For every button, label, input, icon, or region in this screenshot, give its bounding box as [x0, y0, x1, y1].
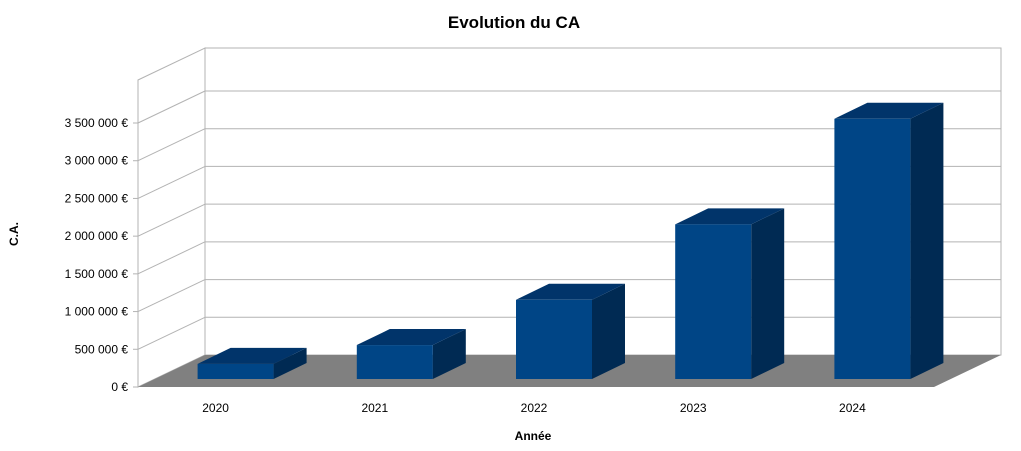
x-tick-labels: 2020 2021 2022 2023 2024	[202, 401, 866, 415]
y-tick-label: 1 000 000 €	[65, 305, 129, 319]
x-tick-label: 2023	[680, 401, 707, 415]
bar-side	[592, 283, 625, 379]
bar-2023	[675, 208, 785, 379]
x-tick-label: 2022	[521, 401, 548, 415]
side-wall	[137, 47, 206, 388]
bar-front	[834, 118, 911, 380]
bar-top	[675, 208, 785, 225]
gridline-side	[137, 165, 206, 199]
bar-front	[675, 224, 752, 379]
bar-side	[432, 329, 466, 379]
gridline-side	[137, 316, 206, 350]
y-tick-label: 2 000 000 €	[65, 229, 129, 243]
chart-title: Evolution du CA	[448, 13, 580, 32]
bar-top	[197, 347, 307, 364]
x-tick-label: 2021	[361, 401, 388, 415]
bar-top	[356, 329, 466, 346]
gridline-side	[137, 90, 206, 124]
y-tick-label: 0 €	[111, 380, 128, 394]
bar-2021	[356, 329, 466, 379]
bar-side	[910, 102, 944, 380]
bar-front	[516, 299, 592, 379]
y-tick-label: 3 500 000 €	[65, 116, 129, 130]
bar-side	[273, 347, 307, 379]
y-tick-label: 2 500 000 €	[65, 191, 129, 205]
bar-front	[197, 363, 274, 379]
bar-side	[751, 208, 785, 379]
y-tick-label: 1 500 000 €	[65, 267, 129, 281]
bar-2022	[516, 283, 625, 379]
bar-front	[356, 345, 433, 379]
bars	[197, 102, 944, 380]
gridline-side	[137, 279, 206, 313]
gridline-side	[137, 203, 206, 237]
chart-walls	[137, 47, 1002, 388]
bar-top	[516, 283, 625, 300]
y-tick-labels: 0 € 500 000 € 1 000 000 € 1 500 000 € 2 000 …	[65, 116, 129, 394]
bar-2020	[197, 347, 307, 379]
y-axis-label: C.A.	[7, 222, 21, 246]
x-tick-label: 2020	[202, 401, 229, 415]
y-tick-label: 3 000 000 €	[65, 154, 129, 168]
bar-top	[834, 102, 944, 119]
gridline-side	[137, 128, 206, 162]
bar-2024	[834, 102, 944, 380]
y-tick-label: 500 000 €	[75, 342, 129, 356]
gridline-side	[137, 241, 206, 275]
x-tick-label: 2024	[839, 401, 866, 415]
x-axis-label: Année	[515, 429, 552, 443]
